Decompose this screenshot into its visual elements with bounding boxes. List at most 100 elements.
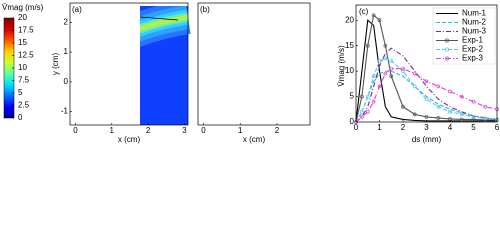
data-point [436,116,441,120]
probe-line [210,48,220,61]
data-point [436,84,441,89]
colorbar-title: V̄mag (m/s) [2,3,44,12]
probe-label: 1 [113,13,116,19]
panel-label: (b) [200,5,210,14]
legend-label: Exp-1 [462,36,483,45]
x-tick-label: 0 [201,126,206,135]
obstacle [198,67,253,125]
probe-marker [111,11,118,18]
y-tick-label: -1 [61,107,69,116]
y-tick-label: 15 [18,38,27,47]
y-tick-label: 20 [18,13,27,22]
y-tick-label: 0 [64,77,69,86]
legend-marker [445,38,449,43]
y-tick-label: 2.5 [18,101,30,110]
background-field [198,3,310,125]
x-tick-label: 1 [110,126,115,135]
jet-core [198,45,232,62]
legend-marker [445,56,449,61]
data-point [471,99,476,104]
data-point [365,43,370,48]
x-tick-label: 2 [275,126,280,135]
data-point [459,112,464,117]
x-tick-label: 6 [495,123,500,132]
x-axis-label: x (cm) [243,135,266,144]
jet-band [198,17,310,61]
series-line [355,19,497,123]
jet-band [198,17,310,61]
y-tick-label: 15 [345,41,354,50]
probe-label: 1 [238,13,241,19]
y-tick-label: 10 [18,63,27,72]
data-point [448,89,452,94]
data-point [412,84,417,89]
y-tick-label: 10 [345,66,354,75]
data-point [401,104,405,109]
x-tick-label: 4 [448,123,453,132]
y-axis-label: V̄mag (m/s) [337,45,346,87]
jet-core [198,54,218,62]
data-point [371,13,376,18]
x-tick-label: 0 [73,126,78,135]
data-point [360,115,364,119]
y-tick-label: 5 [18,88,23,97]
y-tick-label: 0 [350,117,355,126]
jet-core [70,54,90,62]
x-tick-label: 1 [377,123,382,132]
x-tick-label: 3 [424,123,429,132]
probe-line [140,16,179,21]
y-tick-label: 5 [350,92,355,101]
probe-line [82,48,95,63]
jet-band [140,14,189,32]
contour-field: 1 2 3 [198,3,310,125]
axes-frame [69,2,189,126]
panel-label: (c) [359,7,369,16]
y-tick-label: 2 [64,17,69,26]
data-point [371,74,376,79]
series-line [355,14,497,123]
probe-marker [224,32,231,39]
probe-marker [96,32,103,39]
probe-marker [78,44,85,51]
jet-core [70,45,104,62]
panel-label: (a) [72,5,82,14]
x-tick-label: 0 [354,123,359,132]
y-axis-label: y (cm) [51,53,60,76]
data-point [424,115,429,119]
y-tick-label: 20 [345,15,354,24]
y-tick-label: 7.5 [18,76,30,85]
x-tick-label: 2 [401,123,406,132]
data-point [365,109,370,114]
data-point [383,43,388,48]
jet-band [198,17,310,61]
data-point [448,109,452,114]
data-point [436,104,441,109]
legend-label: Num-2 [462,18,487,27]
probe-line [240,15,298,23]
obstacle [70,67,125,125]
data-point [483,104,488,109]
data-point [377,59,382,63]
data-point [389,59,394,63]
probe-label: 3 [208,46,211,52]
data-point [365,94,370,99]
legend-marker [445,47,449,52]
x-axis-label: ds (mm) [412,135,442,144]
y-tick-label: 17.5 [18,26,34,35]
axes-frame [197,2,311,126]
data-point [401,69,405,73]
data-point [360,94,364,99]
data-point [383,56,388,61]
x-axis-label: x (cm) [118,135,141,144]
data-point [401,66,405,71]
data-point [371,99,376,104]
data-point [424,97,429,101]
legend [432,7,496,65]
series-line [355,70,498,123]
data-point [471,115,476,119]
probe-marker [206,44,213,51]
data-point [389,74,394,79]
x-tick-label: 2 [146,126,151,135]
data-point [424,79,429,84]
